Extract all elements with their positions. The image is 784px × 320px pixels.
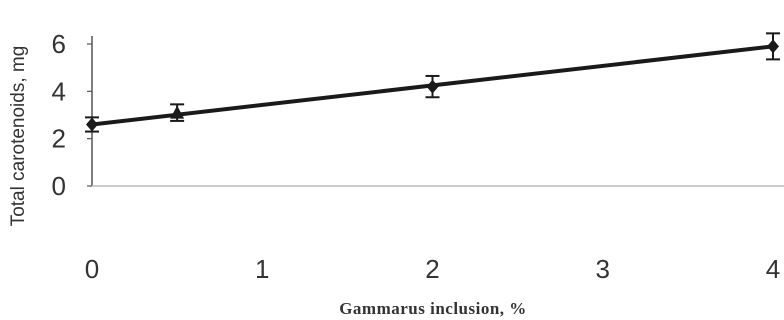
y-tick-label: 4 (52, 76, 66, 106)
y-tick-group: 0 2 4 6 (52, 29, 92, 201)
axes (91, 36, 784, 187)
x-tick-label: 1 (255, 254, 269, 284)
y-axis-label: Total carotenoids, mg (8, 46, 29, 227)
series-layer (85, 32, 780, 133)
x-tick-label: 4 (766, 254, 780, 284)
x-tick-label: 0 (85, 254, 99, 284)
data-point (767, 39, 779, 54)
x-tick-label: 3 (596, 254, 610, 284)
y-tick-label: 2 (52, 124, 66, 154)
x-axis-label: Gammarus inclusion, % (339, 299, 527, 318)
data-point (86, 117, 98, 132)
x-tick-group: 0 1 2 3 4 (85, 254, 780, 284)
data-point (170, 105, 185, 119)
data-point (426, 79, 439, 94)
y-tick-label: 6 (52, 29, 66, 59)
x-tick-label: 2 (425, 254, 439, 284)
y-tick-label: 0 (52, 171, 66, 201)
